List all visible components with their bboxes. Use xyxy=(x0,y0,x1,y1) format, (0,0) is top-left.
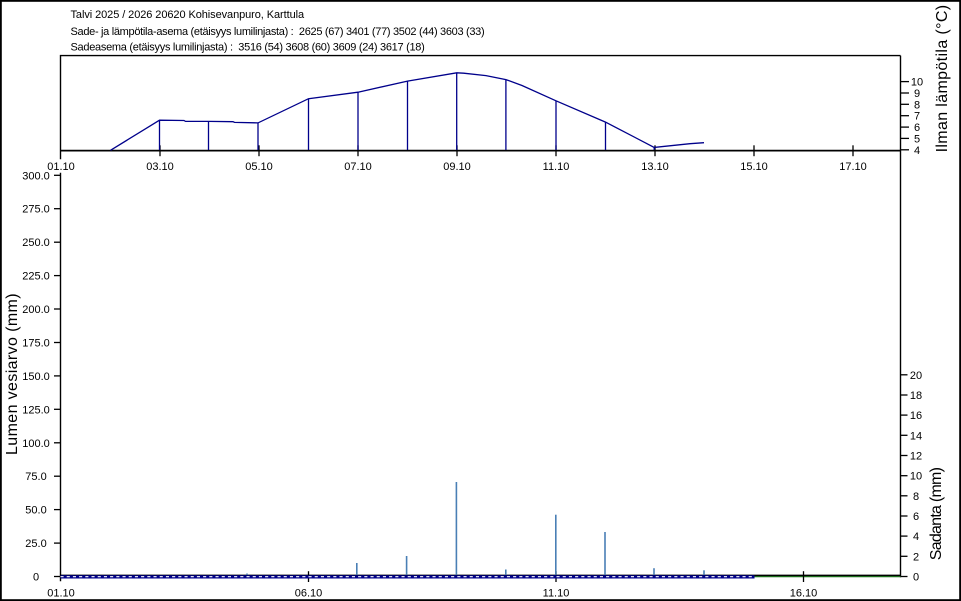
svg-text:2: 2 xyxy=(913,551,919,563)
svg-text:7: 7 xyxy=(914,111,920,123)
svg-text:150.0: 150.0 xyxy=(22,371,50,383)
svg-text:01.10: 01.10 xyxy=(47,161,75,173)
svg-text:5: 5 xyxy=(914,133,920,145)
svg-text:10: 10 xyxy=(910,471,922,483)
svg-text:Lumen vesiarvo (mm): Lumen vesiarvo (mm) xyxy=(4,293,21,455)
svg-text:11.10: 11.10 xyxy=(543,161,570,173)
svg-text:09.10: 09.10 xyxy=(443,161,471,173)
svg-text:13.10: 13.10 xyxy=(641,161,669,173)
svg-text:75.0: 75.0 xyxy=(25,471,46,483)
svg-text:25.0: 25.0 xyxy=(25,538,46,550)
svg-text:125.0: 125.0 xyxy=(22,404,50,416)
svg-text:14: 14 xyxy=(910,430,922,442)
svg-text:10: 10 xyxy=(911,77,923,89)
svg-text:9: 9 xyxy=(914,88,920,100)
svg-text:0: 0 xyxy=(33,572,39,584)
svg-text:16.10: 16.10 xyxy=(790,587,818,599)
svg-text:18: 18 xyxy=(910,390,922,402)
svg-text:07.10: 07.10 xyxy=(344,161,372,173)
svg-text:12: 12 xyxy=(910,451,922,463)
svg-text:300.0: 300.0 xyxy=(22,170,50,182)
svg-text:250.0: 250.0 xyxy=(22,237,50,249)
svg-text:200.0: 200.0 xyxy=(22,304,50,316)
svg-text:16: 16 xyxy=(910,410,922,422)
svg-text:225.0: 225.0 xyxy=(22,271,50,283)
svg-text:4: 4 xyxy=(914,145,920,157)
svg-text:11.10: 11.10 xyxy=(543,587,570,599)
svg-text:275.0: 275.0 xyxy=(22,204,50,216)
svg-text:Ilman lämpötila (°C): Ilman lämpötila (°C) xyxy=(934,5,951,153)
svg-text:Talvi 2025 / 2026 20620 Kohise: Talvi 2025 / 2026 20620 Kohisevanpuro, K… xyxy=(71,9,305,21)
svg-text:6: 6 xyxy=(913,511,919,523)
svg-text:8: 8 xyxy=(914,99,920,111)
svg-text:15.10: 15.10 xyxy=(740,161,768,173)
svg-text:17.10: 17.10 xyxy=(839,161,867,173)
svg-text:01.10: 01.10 xyxy=(47,587,75,599)
svg-text:0: 0 xyxy=(913,572,919,584)
svg-text:05.10: 05.10 xyxy=(245,161,273,173)
svg-text:Sadeasema (etäisyys lumilinjas: Sadeasema (etäisyys lumilinjasta) : 3516… xyxy=(71,42,425,54)
svg-text:100.0: 100.0 xyxy=(22,438,50,450)
svg-text:Sade- ja lämpötila-asema (etäi: Sade- ja lämpötila-asema (etäisyys lumil… xyxy=(71,26,485,38)
svg-text:50.0: 50.0 xyxy=(25,505,46,517)
svg-text:20: 20 xyxy=(910,370,922,382)
svg-text:03.10: 03.10 xyxy=(146,161,174,173)
svg-text:06.10: 06.10 xyxy=(295,587,323,599)
svg-text:4: 4 xyxy=(913,531,919,543)
svg-text:Sadanta (mm): Sadanta (mm) xyxy=(928,467,945,560)
svg-text:6: 6 xyxy=(914,122,920,134)
svg-text:8: 8 xyxy=(913,491,919,503)
svg-text:175.0: 175.0 xyxy=(22,338,50,350)
